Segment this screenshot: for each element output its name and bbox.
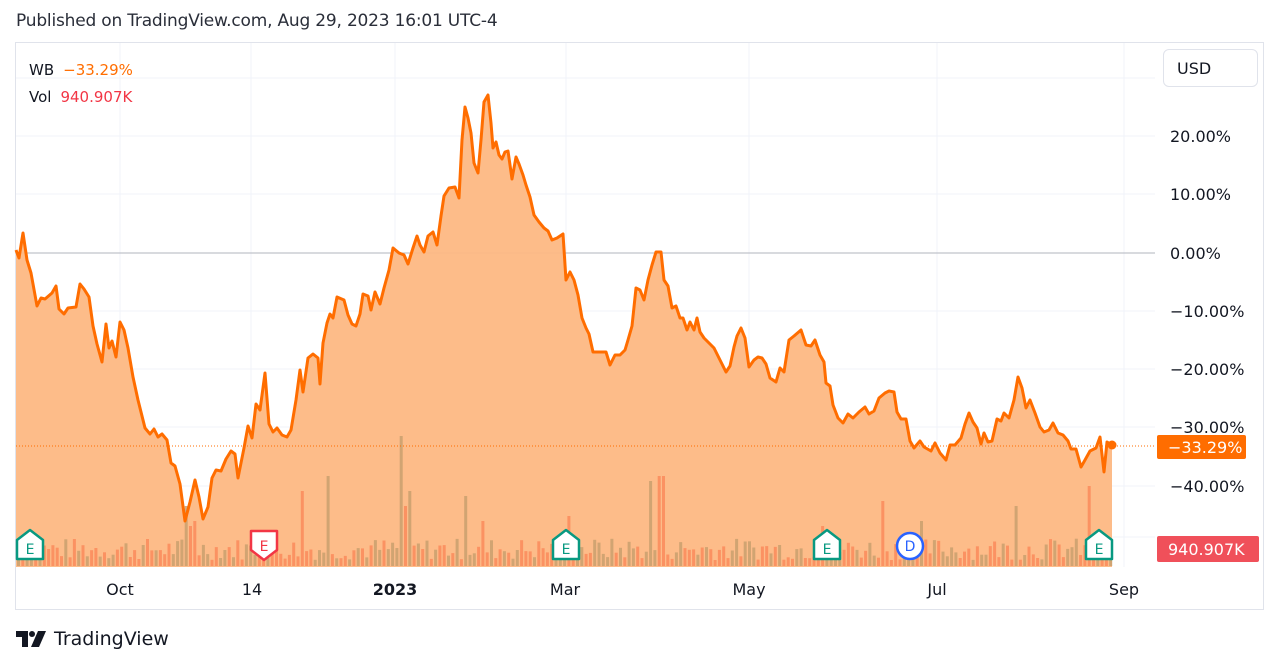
legend: WB −33.29% Vol 940.907K [29, 57, 133, 111]
x-tick: Sep [1108, 580, 1140, 599]
published-header: Published on TradingView.com, Aug 29, 20… [16, 11, 498, 31]
y-tick: 20.00% [1170, 127, 1232, 146]
earnings-event-icon[interactable]: E [1084, 528, 1114, 562]
tradingview-brand: TradingView [54, 628, 169, 650]
chart-frame[interactable] [15, 42, 1264, 610]
x-tick: Jul [927, 580, 947, 599]
earnings-event-icon[interactable]: E [249, 528, 279, 562]
legend-row-volume: Vol 940.907K [29, 84, 133, 111]
x-tick: 2023 [372, 580, 418, 599]
legend-row-symbol: WB −33.29% [29, 57, 133, 84]
y-tick: −20.00% [1170, 360, 1245, 379]
last-price-dot [1107, 440, 1117, 450]
volume-tag: 940.907K [1157, 536, 1259, 562]
svg-text:E: E [823, 542, 832, 558]
currency-button[interactable]: USD [1163, 49, 1258, 87]
tradingview-logo-icon [16, 631, 46, 647]
x-tick: May [732, 580, 766, 599]
y-tick: −10.00% [1170, 302, 1245, 321]
dividend-event-icon[interactable]: D [895, 530, 925, 564]
legend-vol-value: 940.907K [60, 88, 133, 106]
x-tick: 14 [241, 580, 263, 599]
x-tick: Oct [106, 580, 134, 599]
earnings-event-icon[interactable]: E [551, 528, 581, 562]
svg-text:D: D [905, 539, 916, 555]
svg-text:E: E [1095, 542, 1104, 558]
y-tick: 0.00% [1170, 244, 1221, 263]
price-area-fill [16, 95, 1112, 567]
y-tick: −40.00% [1170, 477, 1245, 496]
last-price-tag: −33.29% [1157, 435, 1246, 459]
price-line [14, 93, 1113, 523]
legend-symbol[interactable]: WB [29, 61, 55, 79]
svg-text:E: E [260, 539, 269, 555]
x-tick: Mar [549, 580, 581, 599]
earnings-event-icon[interactable]: E [15, 528, 45, 562]
legend-vol-label[interactable]: Vol [29, 88, 52, 106]
svg-text:E: E [26, 542, 35, 558]
earnings-event-icon[interactable]: E [812, 528, 842, 562]
svg-text:E: E [562, 542, 571, 558]
y-tick: 10.00% [1170, 185, 1232, 204]
tradingview-logo[interactable]: TradingView [16, 628, 169, 650]
y-tick: −30.00% [1170, 418, 1245, 437]
legend-symbol-value: −33.29% [63, 61, 133, 79]
